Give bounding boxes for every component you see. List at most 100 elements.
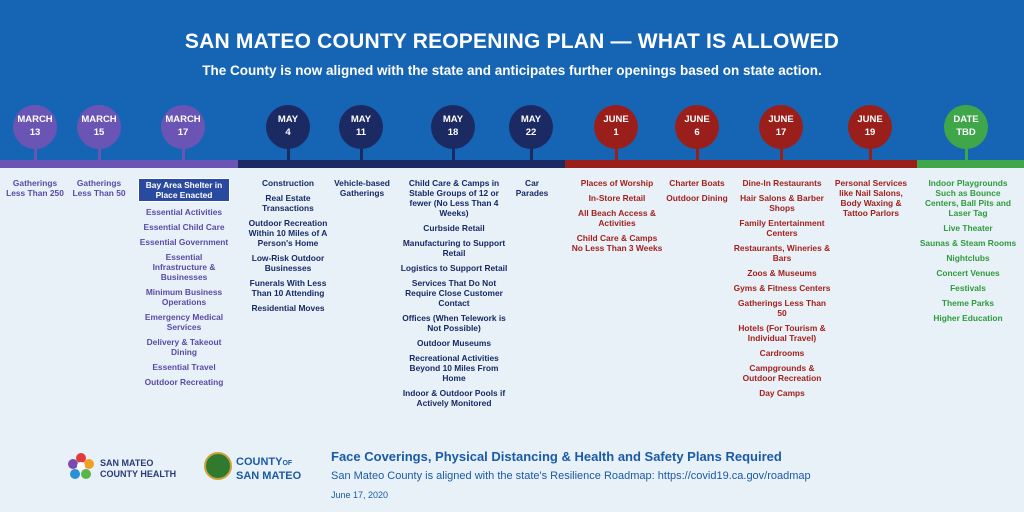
milestone-column: Indoor Playgrounds Such as Bounce Center… [918, 178, 1018, 328]
allowed-activity: Essential Child Care [143, 222, 225, 232]
milestone-column: Places of Worship In-Store Retail All Beac… [571, 178, 663, 258]
allowed-activity: Car Parades [515, 178, 549, 198]
county-logo-line1: COUNTY [236, 456, 283, 468]
allowed-activity: Curbside Retail [423, 223, 485, 233]
allowed-activity: In-Store Retail [588, 193, 646, 203]
milestone-month: DATE [953, 114, 979, 126]
allowed-activity: Nightclubs [946, 253, 990, 263]
allowed-activity: Residential Moves [251, 303, 325, 313]
allowed-activity: Gatherings Less Than 50 [738, 298, 826, 318]
san-mateo-county-health-logo [68, 453, 94, 479]
allowed-activity: Cardrooms [759, 348, 805, 358]
milestone-month: MAY [520, 114, 542, 126]
milestone-day: 1 [613, 127, 619, 138]
milestone-day: 22 [525, 127, 537, 138]
milestone-date-badge: MAY 11 [339, 105, 383, 149]
page-subtitle: The County is now aligned with the state… [202, 63, 822, 78]
allowed-activity: Outdoor Recreating [144, 377, 224, 387]
milestone-day: 15 [93, 127, 105, 138]
allowed-activity: Outdoor Dining [666, 193, 728, 203]
milestone-date-badge: MARCH 13 [13, 105, 57, 149]
milestone-month: JUNE [684, 114, 710, 126]
milestone-month: MAY [277, 114, 299, 126]
footer-roadmap: San Mateo County is aligned with the sta… [331, 470, 811, 482]
allowed-activity: All Beach Access & Activities [578, 208, 656, 228]
milestone-month: JUNE [603, 114, 629, 126]
allowed-activity: Outdoor Museums [417, 338, 491, 348]
milestone-date-badge: JUNE 17 [759, 105, 803, 149]
allowed-activity: Gatherings Less Than 250 [6, 178, 64, 198]
milestone-column: Personal Services like Nail Salons, Body… [832, 178, 910, 223]
timeline-segment-june [565, 160, 917, 168]
milestone-date-badge: DATE TBD [944, 105, 988, 149]
milestone-date-badge: MAY 22 [509, 105, 553, 149]
allowed-activity: Vehicle-based Gatherings [334, 178, 390, 198]
allowed-activity: Live Theater [943, 223, 993, 233]
milestone-date-badge: MAY 4 [266, 105, 310, 149]
allowed-activity: Essential Travel [152, 362, 216, 372]
milestone-date-badge: JUNE 6 [675, 105, 719, 149]
allowed-activity: Gyms & Fitness Centers [733, 283, 831, 293]
milestone-column: Dine-In Restaurants Hair Salons & Barber … [733, 178, 831, 403]
milestone-stem [615, 140, 618, 162]
allowed-activity: Charter Boats [669, 178, 725, 188]
allowed-activity: Minimum Business Operations [145, 287, 223, 307]
allowed-activity: Essential Infrastructure & Businesses [152, 252, 216, 282]
allowed-activity: Essential Government [139, 237, 229, 247]
allowed-activity: Hair Salons & Barber Shops [740, 193, 824, 213]
milestone-month: MAY [442, 114, 464, 126]
milestone-column: Construction Real Estate Transactions Outd… [246, 178, 330, 318]
footer-date: June 17, 2020 [331, 490, 389, 500]
milestone-column: Bay Area Shelter in Place Enacted Essenti… [138, 178, 230, 392]
allowed-activity: Recreational Activities Beyond 10 Miles … [409, 353, 499, 383]
milestone-stem [287, 140, 290, 162]
milestone-stem [780, 140, 783, 162]
milestone-month: MARCH [165, 114, 201, 126]
timeline-segment-future [917, 160, 1024, 168]
timeline-segment-may [238, 160, 565, 168]
milestone-day: 11 [355, 127, 367, 138]
milestone-stem [182, 140, 185, 162]
allowed-activity: Indoor & Outdoor Pools if Actively Monit… [402, 388, 506, 408]
milestone-column: Gatherings Less Than 250 [6, 178, 64, 203]
allowed-activity: Hotels (For Tourism & Individual Travel) [738, 323, 826, 343]
allowed-activity: Higher Education [933, 313, 1003, 323]
milestone-date-badge: MARCH 17 [161, 105, 205, 149]
allowed-activity: Festivals [950, 283, 986, 293]
milestone-day: 17 [775, 127, 787, 138]
milestone-month: JUNE [768, 114, 794, 126]
milestone-day: 17 [177, 127, 189, 138]
page-title: SAN MATEO COUNTY REOPENING PLAN — WHAT I… [184, 30, 840, 53]
milestone-column: Car Parades [508, 178, 556, 203]
allowed-activity: Day Camps [759, 388, 805, 398]
milestone-date-badge: MARCH 15 [77, 105, 121, 149]
allowed-activity: Dine-In Restaurants [742, 178, 822, 188]
milestone-day: 13 [29, 127, 41, 138]
allowed-activity: Places of Worship [580, 178, 654, 188]
milestone-stem [869, 140, 872, 162]
county-logo-of: OF [282, 460, 293, 467]
milestone-date-badge: MAY 18 [431, 105, 475, 149]
milestone-stem [696, 140, 699, 162]
milestone-day: TBD [956, 127, 976, 138]
allowed-activity: Services That Do Not Require Close Custo… [405, 278, 503, 308]
milestone-month: JUNE [857, 114, 883, 126]
county-logo-text: COUNTYOF SAN MATEO [236, 456, 301, 482]
milestone-month: MARCH [81, 114, 117, 126]
milestone-date-badge: JUNE 19 [848, 105, 892, 149]
allowed-activity: Low-Risk Outdoor Businesses [251, 253, 325, 273]
milestone-stem [98, 140, 101, 162]
milestone-column: Gatherings Less Than 50 [70, 178, 128, 203]
allowed-activity: Delivery & Takeout Dining [146, 337, 222, 357]
milestone-column: Charter Boats Outdoor Dining [662, 178, 732, 208]
allowed-activity: Essential Activities [145, 207, 223, 217]
allowed-activity: Indoor Playgrounds Such as Bounce Center… [924, 178, 1012, 218]
milestone-day: 6 [694, 127, 700, 138]
milestone-month: MAY [350, 114, 372, 126]
milestone-day: 19 [864, 127, 876, 138]
allowed-activity: Emergency Medical Services [144, 312, 224, 332]
allowed-activity: Gatherings Less Than 50 [72, 178, 126, 198]
milestone-column: Child Care & Camps in Stable Groups of 1… [398, 178, 510, 413]
allowed-activity: Child Care & Camps in Stable Groups of 1… [408, 178, 500, 218]
county-logo-line2: SAN MATEO [236, 470, 302, 482]
